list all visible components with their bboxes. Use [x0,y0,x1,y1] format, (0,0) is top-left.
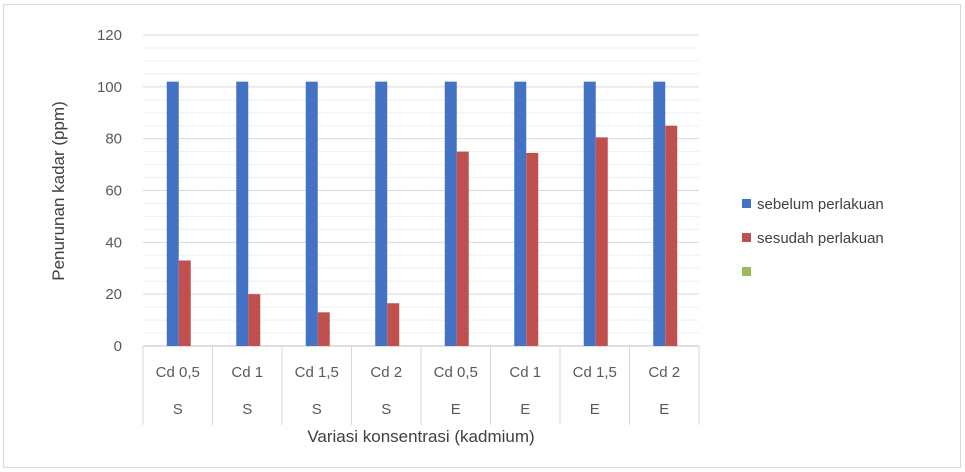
bar-sesudah [248,294,261,346]
x-tick-label: Cd 1 [231,364,263,381]
chart-frame [3,4,961,468]
bar-sebelum [166,81,179,347]
bar-sesudah [595,137,608,346]
x-group-label: E [659,401,669,418]
x-tick-label: Cd 0,5 [156,364,200,381]
legend-swatch [742,267,751,276]
x-group-label: S [312,401,322,418]
y-tick-label: 80 [105,131,122,148]
bar-sebelum [444,81,457,347]
legend-label: sebelum perlakuan [757,196,884,213]
y-tick-label: 20 [105,286,122,303]
y-tick-label: 0 [114,338,122,355]
bar-sesudah [178,260,191,346]
bar-sesudah [526,152,539,346]
axes [142,345,700,425]
bar-sesudah [387,303,400,346]
x-group-label: E [451,401,461,418]
legend-label: sesudah perlakuan [757,230,884,247]
x-tick-label: Cd 2 [370,364,402,381]
x-tick-label: Cd 0,5 [434,364,478,381]
x-group-label: E [520,401,530,418]
bars [166,81,678,347]
bar-sebelum [653,81,666,347]
legend: sebelum perlakuan sesudah perlakuan [742,196,884,276]
y-tick-label: 120 [97,27,122,44]
legend-swatch [742,233,751,242]
bar-sebelum [583,81,596,347]
x-tick-label: Cd 1 [509,364,541,381]
bar-sebelum [375,81,388,347]
legend-swatch [742,199,751,208]
gridlines [143,34,699,347]
bar-sesudah [665,125,678,346]
bar-sebelum [514,81,527,347]
bar-sebelum [305,81,318,347]
x-group-label: S [173,401,183,418]
y-tick-label: 60 [105,183,122,200]
bar-sebelum [236,81,249,347]
x-group-label: S [381,401,391,418]
x-tick-label: Cd 1,5 [295,364,339,381]
y-tick-label: 100 [97,79,122,96]
x-tick-label: Cd 1,5 [573,364,617,381]
bar-sesudah [456,151,469,346]
x-group-label: E [590,401,600,418]
x-tick-label: Cd 2 [648,364,680,381]
x-group-label: S [242,401,252,418]
y-axis-title: Penurunan kadar (ppm) [49,101,68,281]
bar-sesudah [317,312,330,346]
y-tick-label: 40 [105,234,122,251]
tick-labels: 0 20 40 60 80 100 120 Cd 0,5 S Cd 1 S Cd 1,5 S Cd 2 S C… [97,27,680,418]
x-axis-title: Variasi konsentrasi (kadmium) [307,427,534,446]
